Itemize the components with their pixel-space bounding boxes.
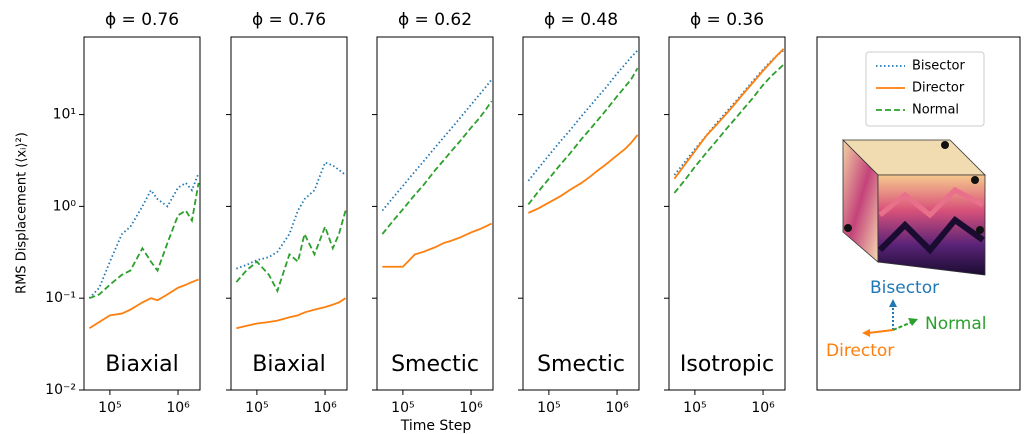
panel-title: ϕ = 0.48: [544, 10, 618, 30]
y-tick-label: 10¹: [53, 107, 76, 123]
y-axis-label: RMS Displacement (⟨xᵢ⟩²): [15, 132, 30, 294]
panel-title: ϕ = 0.76: [252, 10, 326, 30]
axes-frame: [376, 36, 494, 391]
panel-title: ϕ = 0.62: [398, 10, 472, 30]
x-tick-label: 10⁶: [313, 400, 337, 416]
series-line: [381, 79, 493, 212]
series-line: [527, 49, 639, 182]
series-line: [235, 210, 347, 294]
x-tick-label: 10⁵: [98, 400, 121, 416]
x-axis-label: Time Step: [400, 418, 472, 434]
axes-arrows: [862, 299, 918, 337]
phase-label: Biaxial: [105, 352, 178, 377]
legend-label: Bisector: [912, 59, 965, 74]
series-line: [381, 100, 493, 235]
series-line: [236, 161, 347, 270]
particle-box: [842, 139, 986, 276]
panel-title: ϕ = 0.76: [105, 10, 179, 30]
y-tick-label: 10⁻²: [45, 382, 76, 398]
x-tick-label: 10⁶: [605, 400, 629, 416]
series-line: [528, 134, 639, 214]
legend-label: Normal: [912, 103, 959, 118]
axis-label: Bisector: [870, 278, 939, 298]
panel-title: ϕ = 0.36: [690, 10, 764, 30]
series-line: [673, 48, 785, 180]
axes-frame: [83, 36, 201, 391]
series-line: [236, 297, 347, 330]
axes-frame: [522, 36, 640, 391]
x-tick-label: 10⁵: [245, 400, 268, 416]
x-tick-label: 10⁵: [537, 400, 560, 416]
series-line: [382, 222, 492, 268]
series-line: [673, 63, 785, 194]
inset-frame: [816, 36, 1021, 391]
axes-frame: [230, 36, 348, 391]
series-line: [89, 182, 200, 300]
series-line: [88, 172, 200, 299]
axes-frame: [668, 36, 786, 391]
legend-box: [865, 51, 985, 127]
phase-label: Isotropic: [680, 352, 774, 377]
x-tick-label: 10⁵: [391, 400, 414, 416]
x-tick-label: 10⁶: [751, 400, 775, 416]
phase-label: Smectic: [391, 352, 479, 377]
legend-label: Director: [912, 81, 965, 96]
y-tick-label: 10⁰: [53, 198, 77, 214]
series-line: [88, 278, 199, 330]
x-tick-label: 10⁶: [459, 400, 483, 416]
axis-label: Normal: [925, 314, 987, 334]
phase-label: Biaxial: [252, 352, 325, 377]
y-tick-label: 10⁻¹: [45, 290, 76, 306]
phase-label: Smectic: [537, 352, 625, 377]
x-tick-label: 10⁵: [683, 400, 706, 416]
series-line: [527, 67, 639, 205]
axis-label: Director: [826, 341, 894, 361]
x-tick-label: 10⁶: [166, 400, 190, 416]
